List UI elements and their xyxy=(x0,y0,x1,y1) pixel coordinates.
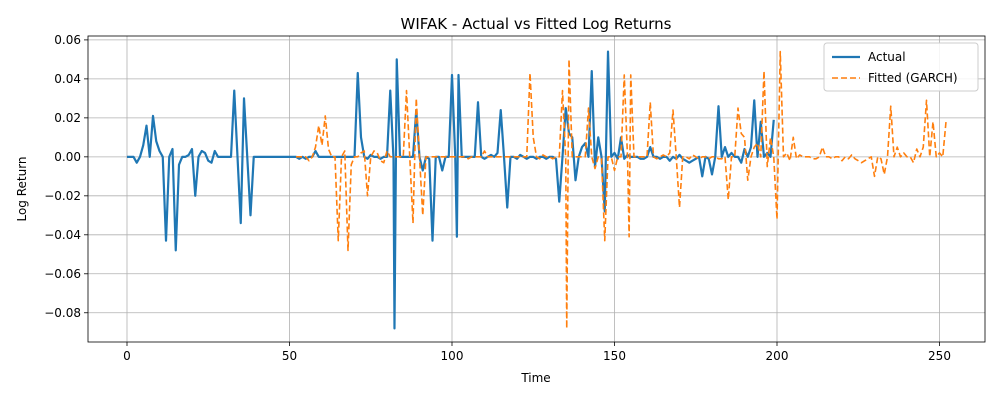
y-tick-label: 0.04 xyxy=(54,72,81,86)
x-tick-label: 50 xyxy=(282,349,297,363)
plot-frame xyxy=(87,35,986,343)
series-line-actual xyxy=(127,50,775,330)
x-tick-label: 200 xyxy=(766,349,789,363)
x-tick-label: 150 xyxy=(603,349,626,363)
legend-label-fitted: Fitted (GARCH) xyxy=(868,71,958,85)
x-tick-label: 100 xyxy=(441,349,464,363)
y-tick-label: −0.06 xyxy=(44,267,81,281)
x-tick-label: 250 xyxy=(928,349,951,363)
x-axis: 0 50 100 150 200 250 xyxy=(123,342,951,363)
x-tick-label: 0 xyxy=(123,349,131,363)
y-tick-label: 0.06 xyxy=(54,33,81,47)
legend-box xyxy=(823,42,979,92)
series-line-fitted xyxy=(296,50,947,330)
y-tick-label: −0.04 xyxy=(44,228,81,242)
chart-title: WIFAK - Actual vs Fitted Log Returns xyxy=(401,15,672,33)
y-tick-label: 0.00 xyxy=(54,150,81,164)
plot-area xyxy=(127,50,947,330)
legend-label-actual: Actual xyxy=(868,50,906,64)
y-axis: −0.08 −0.06 −0.04 −0.02 0.00 0.02 0.04 0.06 xyxy=(44,33,88,320)
y-tick-label: −0.02 xyxy=(44,189,81,203)
x-axis-label: Time xyxy=(520,371,550,385)
y-tick-label: −0.08 xyxy=(44,306,81,320)
y-axis-label: Log Return xyxy=(15,156,29,221)
legend: Actual Fitted (GARCH) xyxy=(823,42,979,92)
y-tick-label: 0.02 xyxy=(54,111,81,125)
